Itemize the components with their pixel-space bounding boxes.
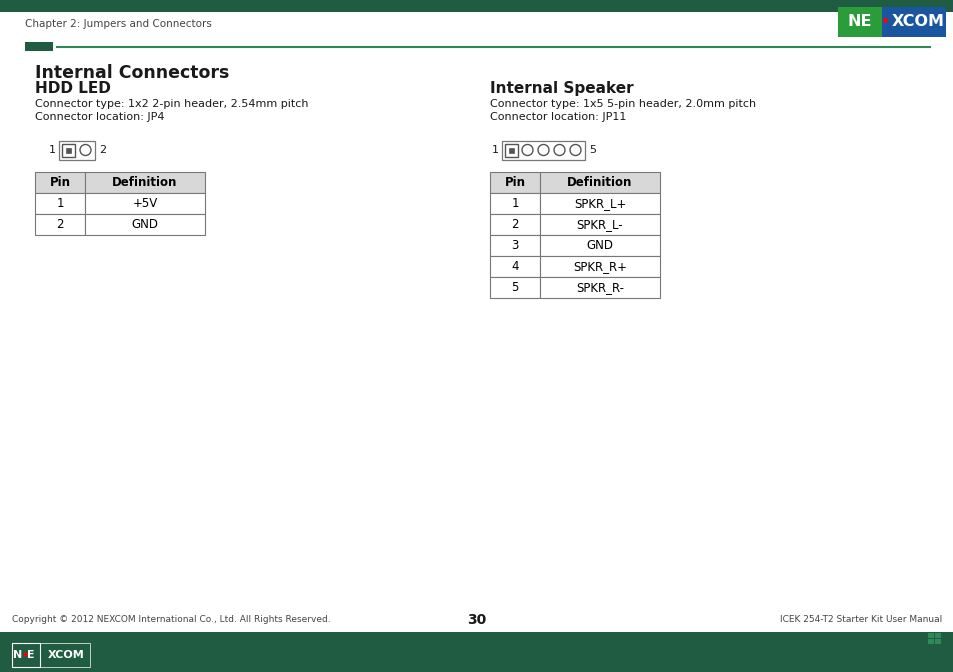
- Text: ICEK 254-T2 Starter Kit User Manual: ICEK 254-T2 Starter Kit User Manual: [791, 650, 941, 659]
- Text: 1: 1: [492, 145, 498, 155]
- Circle shape: [569, 144, 580, 155]
- Bar: [12, 643, 40, 667]
- Text: NE: NE: [847, 15, 871, 30]
- Text: 4: 4: [511, 260, 518, 273]
- Bar: [927, 633, 933, 638]
- Text: Connector location: JP11: Connector location: JP11: [490, 112, 626, 122]
- Text: Connector location: JP4: Connector location: JP4: [35, 112, 164, 122]
- Text: SPKR_L+: SPKR_L+: [573, 197, 625, 210]
- Bar: [539, 193, 659, 214]
- Text: 1: 1: [56, 197, 64, 210]
- Bar: [85, 214, 205, 235]
- Bar: [837, 7, 945, 37]
- Bar: [490, 256, 539, 277]
- Text: GND: GND: [132, 218, 158, 231]
- Text: 1: 1: [49, 145, 56, 155]
- Bar: [85, 172, 205, 193]
- Bar: [504, 144, 517, 157]
- Text: ICEK 254-T2 Starter Kit User Manual: ICEK 254-T2 Starter Kit User Manual: [779, 616, 941, 624]
- Circle shape: [554, 144, 564, 155]
- Circle shape: [537, 144, 548, 155]
- Text: +5V: +5V: [132, 197, 157, 210]
- Bar: [35, 214, 85, 235]
- Bar: [0, 632, 953, 672]
- Text: HDD LED: HDD LED: [35, 81, 111, 96]
- Text: Copyright © 2012 NEXCOM International Co., Ltd. All Rights Reserved.: Copyright © 2012 NEXCOM International Co…: [12, 650, 308, 659]
- Text: 2: 2: [511, 218, 518, 231]
- Text: Copyright © 2012 NEXCOM International Co., Ltd. All Rights Reserved.: Copyright © 2012 NEXCOM International Co…: [12, 616, 331, 624]
- Text: Definition: Definition: [112, 176, 177, 189]
- Bar: [539, 172, 659, 193]
- Text: Connector type: 1x2 2-pin header, 2.54mm pitch: Connector type: 1x2 2-pin header, 2.54mm…: [35, 99, 308, 109]
- Text: XCOM: XCOM: [48, 650, 84, 660]
- Bar: [35, 193, 85, 214]
- Text: Internal Connectors: Internal Connectors: [35, 64, 229, 82]
- Circle shape: [80, 144, 91, 155]
- Bar: [509, 147, 514, 153]
- Text: Internal Speaker: Internal Speaker: [490, 81, 633, 96]
- Text: Pin: Pin: [50, 176, 71, 189]
- Text: 5: 5: [588, 145, 596, 155]
- Bar: [85, 193, 205, 214]
- Bar: [66, 147, 71, 153]
- Text: Definition: Definition: [567, 176, 632, 189]
- Bar: [934, 639, 940, 644]
- Text: GND: GND: [586, 239, 613, 252]
- Text: 30: 30: [467, 613, 486, 627]
- Text: Pin: Pin: [504, 176, 525, 189]
- Bar: [539, 235, 659, 256]
- Bar: [490, 193, 539, 214]
- Bar: [490, 235, 539, 256]
- Text: Connector type: 1x5 5-pin header, 2.0mm pitch: Connector type: 1x5 5-pin header, 2.0mm …: [490, 99, 756, 109]
- Text: SPKR_L-: SPKR_L-: [576, 218, 622, 231]
- Bar: [490, 214, 539, 235]
- Bar: [25, 42, 53, 51]
- Bar: [35, 172, 85, 193]
- Bar: [539, 214, 659, 235]
- Text: E: E: [27, 650, 34, 660]
- Text: SPKR_R-: SPKR_R-: [576, 281, 623, 294]
- Bar: [501, 140, 584, 159]
- Bar: [59, 140, 95, 159]
- Text: SPKR_R+: SPKR_R+: [573, 260, 626, 273]
- Bar: [490, 277, 539, 298]
- Text: 3: 3: [511, 239, 518, 252]
- Bar: [12, 643, 90, 667]
- Bar: [62, 144, 75, 157]
- Text: Chapter 2: Jumpers and Connectors: Chapter 2: Jumpers and Connectors: [25, 19, 212, 29]
- Bar: [490, 172, 539, 193]
- Circle shape: [521, 144, 533, 155]
- Bar: [934, 633, 940, 638]
- Bar: [837, 7, 882, 37]
- Bar: [0, 0, 953, 12]
- Text: XCOM: XCOM: [890, 15, 943, 30]
- Bar: [539, 277, 659, 298]
- Text: 5: 5: [511, 281, 518, 294]
- Text: 2: 2: [99, 145, 106, 155]
- Text: 30: 30: [468, 648, 485, 661]
- Text: 1: 1: [511, 197, 518, 210]
- Bar: [927, 639, 933, 644]
- Bar: [539, 256, 659, 277]
- Text: N: N: [13, 650, 23, 660]
- Text: 2: 2: [56, 218, 64, 231]
